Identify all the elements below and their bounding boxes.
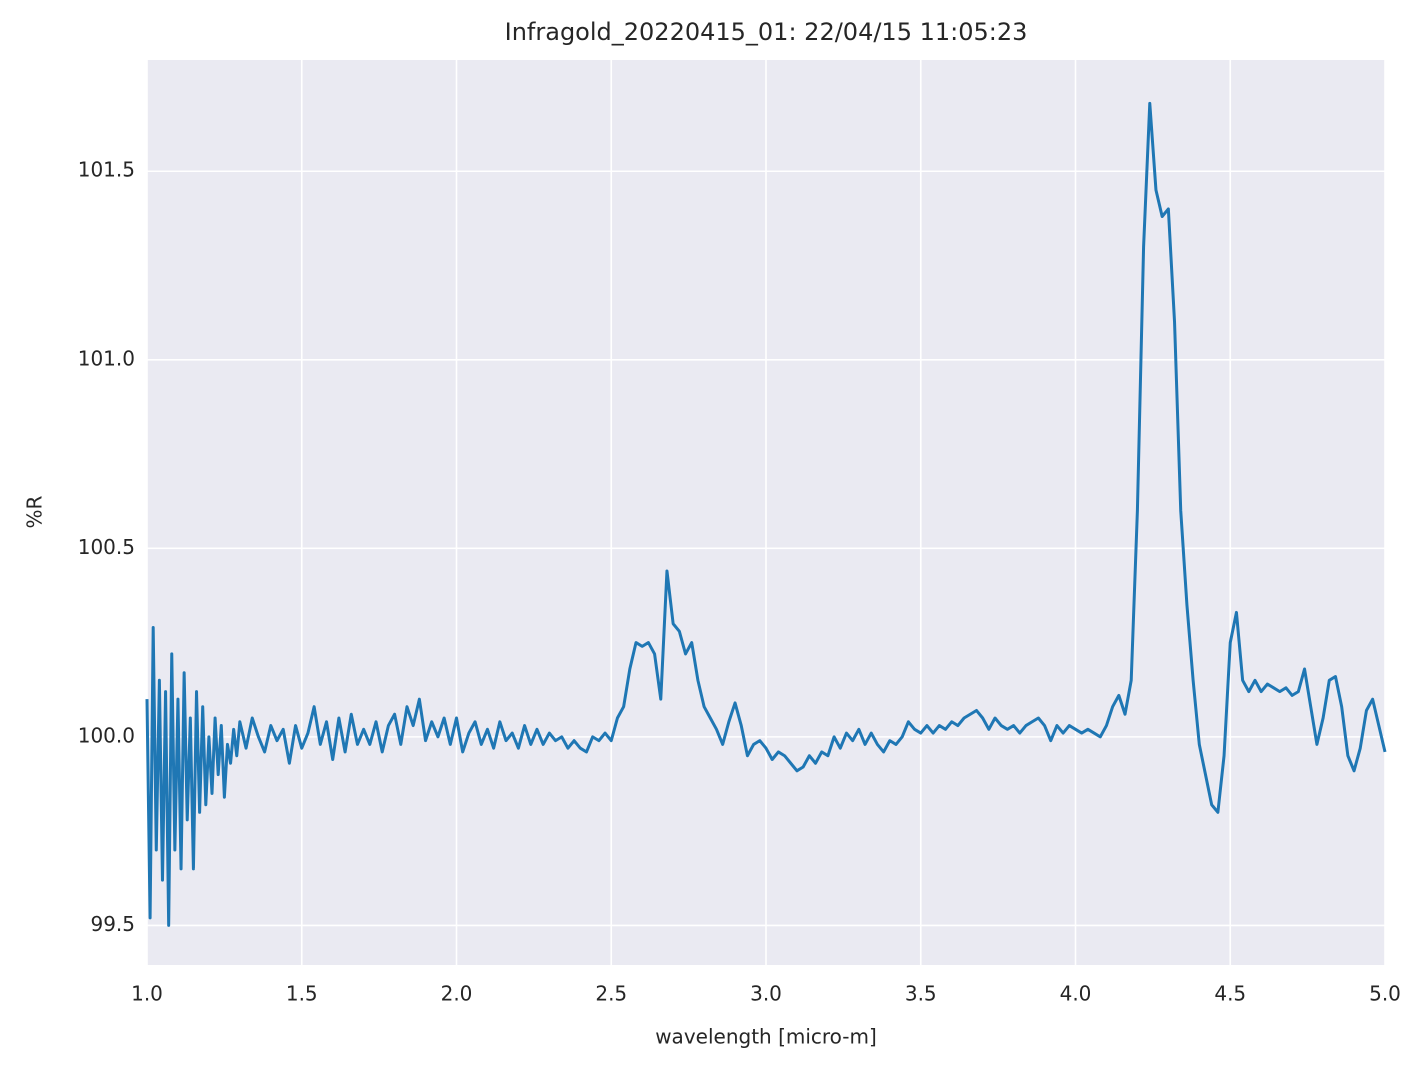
y-tick-label: 100.0 [78,723,135,747]
x-tick-label: 2.0 [441,982,473,1006]
x-tick-label: 4.0 [1060,982,1092,1006]
y-axis-label: %R [23,495,47,528]
x-axis-label: wavelength [micro-m] [655,1025,877,1049]
y-tick-label: 101.0 [78,346,135,370]
y-tick-label: 99.5 [90,912,135,936]
x-tick-label: 1.0 [131,982,163,1006]
x-tick-label: 5.0 [1369,982,1401,1006]
x-tick-label: 1.5 [286,982,318,1006]
x-tick-label: 4.5 [1214,982,1246,1006]
x-tick-label: 2.5 [595,982,627,1006]
data-line [145,101,1387,927]
x-tick-label: 3.0 [750,982,782,1006]
x-tick-label: 3.5 [905,982,937,1006]
y-tick-label: 101.5 [78,158,135,182]
chart-title: Infragold_20220415_01: 22/04/15 11:05:23 [505,18,1028,46]
y-tick-label: 100.5 [78,535,135,559]
